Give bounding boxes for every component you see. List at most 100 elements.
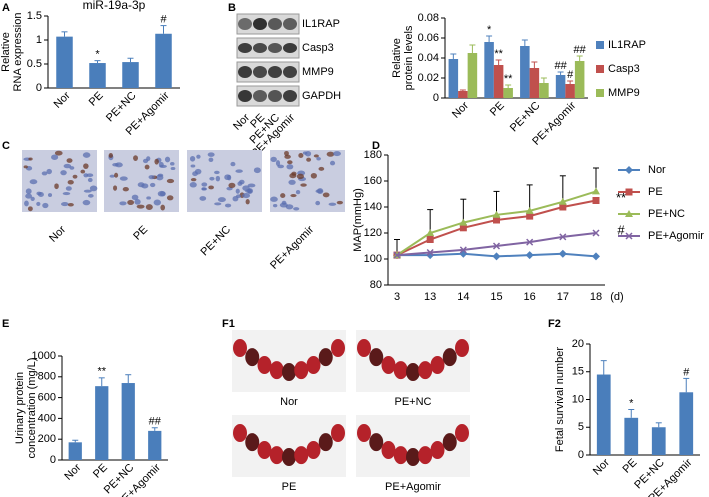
blot-band — [238, 66, 252, 78]
y-tick-label: 0 — [36, 82, 42, 94]
cell — [237, 181, 243, 186]
fetus — [233, 424, 247, 442]
blot-band — [283, 43, 297, 53]
cell — [65, 186, 72, 191]
cell — [169, 161, 175, 166]
significance: * — [629, 397, 634, 409]
cell — [230, 161, 236, 167]
y-tick-label: 10 — [572, 393, 584, 405]
cell — [224, 174, 231, 181]
cell — [322, 192, 330, 198]
cell — [136, 204, 145, 209]
chart-title: miR-19a-3p — [83, 0, 146, 12]
cell — [144, 164, 150, 170]
photo-label: Nor — [280, 396, 298, 408]
significance: # — [683, 366, 690, 378]
cell — [25, 188, 32, 195]
x-tick-label: 17 — [557, 291, 569, 303]
cell — [160, 204, 166, 211]
y-axis-label: Fetal survival number — [554, 347, 566, 452]
cell — [288, 179, 296, 185]
fetus — [418, 446, 433, 465]
legend-label: PE+NC — [648, 208, 685, 220]
panel-label: F1 — [222, 318, 235, 330]
y-tick-label: 1000 — [32, 350, 56, 362]
cell — [66, 158, 73, 163]
cell — [83, 163, 89, 170]
x-tick-label: 16 — [524, 291, 536, 303]
bar — [155, 33, 172, 88]
fetus — [406, 363, 420, 381]
y-axis-label: Relative — [391, 38, 403, 78]
bar — [95, 386, 109, 460]
y-tick-label: 100 — [364, 253, 382, 265]
fetus — [406, 448, 420, 466]
y-tick-label: 160 — [364, 175, 382, 187]
fetus — [381, 355, 396, 374]
cell — [270, 156, 277, 163]
cell — [115, 162, 123, 168]
marker — [493, 216, 500, 224]
cell — [148, 175, 155, 180]
marker — [525, 251, 534, 260]
blot-band — [238, 43, 252, 53]
cell — [154, 158, 159, 165]
cell — [23, 165, 28, 169]
cell — [25, 193, 33, 199]
bar — [56, 36, 73, 88]
micrograph-label: PE — [131, 224, 150, 243]
cell — [302, 151, 308, 155]
bar — [503, 88, 513, 98]
y-tick-label: 1 — [36, 34, 42, 46]
cell — [60, 170, 67, 176]
marker — [625, 166, 633, 174]
cell — [310, 172, 317, 179]
cell — [306, 157, 312, 162]
y-axis-label: protein levels — [403, 25, 415, 90]
marker — [525, 206, 534, 214]
marker — [459, 224, 467, 232]
cell — [333, 151, 341, 157]
cell — [245, 199, 250, 205]
fetus — [257, 440, 272, 459]
cell — [72, 174, 78, 179]
cell — [208, 185, 214, 190]
cell — [217, 197, 226, 203]
marker — [426, 229, 435, 236]
fetus — [318, 433, 333, 452]
blot-band — [283, 18, 297, 30]
y-tick-label: 120 — [364, 227, 382, 239]
cell — [30, 196, 35, 201]
bar — [121, 383, 135, 460]
cell — [215, 175, 221, 182]
y-axis-label: Urinary protein — [14, 372, 26, 444]
cell — [235, 194, 242, 199]
panel-label: D — [372, 140, 380, 152]
micrograph-label: PE+NC — [199, 224, 234, 259]
cell — [82, 152, 91, 158]
x-tick-label: PE — [87, 90, 106, 109]
cell — [131, 194, 139, 201]
y-tick-label: 0 — [50, 454, 56, 466]
y-tick-label: 200 — [38, 433, 56, 445]
marker — [625, 188, 633, 196]
cell — [199, 196, 207, 201]
marker — [625, 232, 633, 240]
cell — [291, 171, 297, 176]
cell — [290, 194, 297, 198]
y-tick-label: 0 — [578, 449, 584, 461]
cell — [235, 188, 240, 194]
cell — [46, 168, 52, 175]
significance: ## — [149, 416, 162, 428]
bar — [574, 61, 585, 98]
significance: * — [487, 24, 492, 36]
cell — [286, 164, 294, 170]
marker — [393, 251, 401, 259]
marker — [459, 218, 468, 226]
legend-label: PE — [648, 186, 663, 198]
cell — [201, 187, 208, 191]
y-tick-label: 0.5 — [27, 58, 42, 70]
blot-band — [283, 90, 297, 102]
x-tick-label: 15 — [490, 291, 502, 303]
blot-label: Casp3 — [302, 42, 334, 54]
